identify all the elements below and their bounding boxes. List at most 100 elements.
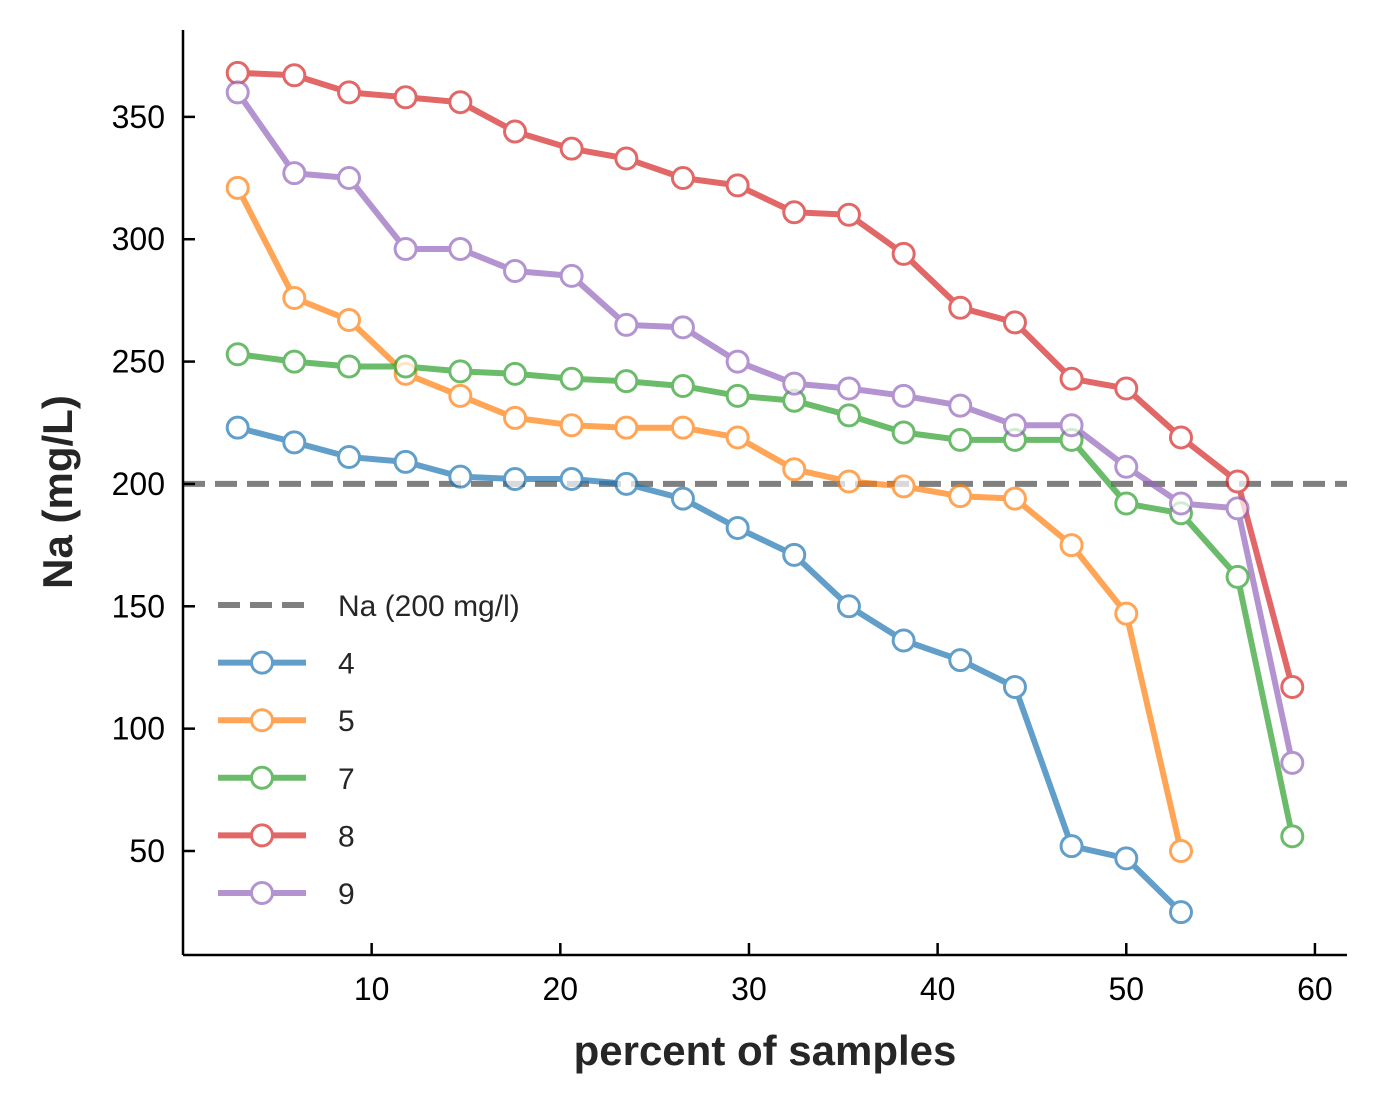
data-point — [1280, 750, 1305, 775]
data-point — [1059, 834, 1084, 859]
data-point — [614, 146, 639, 171]
legend-swatch — [218, 765, 306, 790]
x-tick-label: 30 — [731, 971, 767, 1007]
data-point — [559, 366, 584, 391]
axes — [181, 30, 1347, 957]
legend-swatch-marker — [250, 708, 274, 733]
data-point — [393, 237, 418, 262]
data-point — [503, 259, 528, 284]
data-point — [337, 166, 362, 191]
legend-label: 8 — [338, 820, 355, 853]
series-layer — [225, 60, 1305, 925]
data-point — [614, 471, 639, 496]
data-point — [1059, 366, 1084, 391]
data-point — [891, 420, 916, 445]
data-point — [670, 486, 695, 511]
data-point — [559, 263, 584, 288]
data-point — [1114, 491, 1139, 516]
data-point — [1225, 564, 1250, 589]
legend-item-8: 8 — [218, 820, 355, 853]
legend-item-reference: Na (200 mg/l) — [218, 590, 520, 623]
data-point — [1002, 413, 1027, 438]
data-point — [503, 119, 528, 144]
data-point — [948, 648, 973, 673]
data-point — [948, 295, 973, 320]
x-axis-title: percent of samples — [574, 1027, 957, 1074]
legend-item-5: 5 — [218, 705, 355, 738]
legend-swatch-marker — [250, 650, 274, 675]
series-8 — [225, 60, 1305, 700]
legend-swatch — [218, 823, 306, 848]
legend-swatch — [218, 650, 306, 675]
data-point — [282, 285, 307, 310]
legend-item-7: 7 — [218, 763, 355, 796]
data-point — [448, 383, 473, 408]
legend-label: 9 — [338, 878, 355, 911]
data-point — [1114, 846, 1139, 871]
series-7 — [225, 342, 1305, 849]
series-9 — [225, 80, 1305, 775]
data-point — [282, 430, 307, 455]
data-point — [1059, 413, 1084, 438]
data-point — [337, 80, 362, 105]
data-point — [836, 376, 861, 401]
data-point — [670, 374, 695, 399]
data-point — [1002, 675, 1027, 700]
data-point — [836, 594, 861, 619]
legend-label: 5 — [338, 705, 355, 738]
y-tick-label: 250 — [112, 344, 165, 380]
legend-label: 7 — [338, 763, 355, 796]
data-point — [891, 383, 916, 408]
data-point — [503, 405, 528, 430]
x-tick-label: 50 — [1108, 971, 1144, 1007]
data-point — [725, 383, 750, 408]
data-point — [614, 369, 639, 394]
data-point — [836, 202, 861, 227]
legend: Na (200 mg/l) 4 5 7 8 9 — [218, 590, 520, 911]
data-point — [448, 90, 473, 115]
x-tick-label: 60 — [1297, 971, 1333, 1007]
data-point — [282, 161, 307, 186]
data-point — [948, 427, 973, 452]
data-point — [282, 349, 307, 374]
legend-item-4: 4 — [218, 648, 355, 681]
data-point — [782, 457, 807, 482]
legend-swatch-marker — [250, 765, 274, 790]
y-tick-label: 100 — [112, 711, 165, 747]
data-point — [836, 469, 861, 494]
data-point — [725, 349, 750, 374]
data-point — [559, 413, 584, 438]
data-point — [891, 474, 916, 499]
data-point — [448, 464, 473, 489]
x-tick-label: 20 — [543, 971, 579, 1007]
x-tick-label: 40 — [920, 971, 956, 1007]
data-point — [670, 415, 695, 440]
legend-swatch-marker — [250, 881, 274, 905]
data-point — [670, 166, 695, 191]
data-point — [614, 312, 639, 337]
y-tick-label: 350 — [112, 99, 165, 135]
data-point — [614, 415, 639, 440]
data-point — [1280, 824, 1305, 849]
data-point — [1002, 486, 1027, 511]
data-point — [503, 361, 528, 386]
data-point — [948, 393, 973, 418]
ticks: 10 20 30 40 50 60 50 100 150 200 250 300 350 — [112, 99, 1333, 1007]
series-5 — [225, 175, 1193, 863]
data-point — [282, 63, 307, 88]
data-point — [1168, 900, 1193, 925]
legend-swatch — [218, 708, 306, 733]
data-point — [393, 354, 418, 379]
data-point — [1114, 376, 1139, 401]
series-line — [235, 90, 1296, 764]
legend-label: Na (200 mg/l) — [338, 590, 520, 623]
data-point — [225, 80, 250, 105]
series-line — [236, 424, 1184, 915]
data-point — [782, 371, 807, 396]
data-point — [337, 354, 362, 379]
data-point — [1225, 496, 1250, 521]
data-point — [948, 484, 973, 509]
data-point — [1114, 601, 1139, 626]
data-point — [337, 307, 362, 332]
